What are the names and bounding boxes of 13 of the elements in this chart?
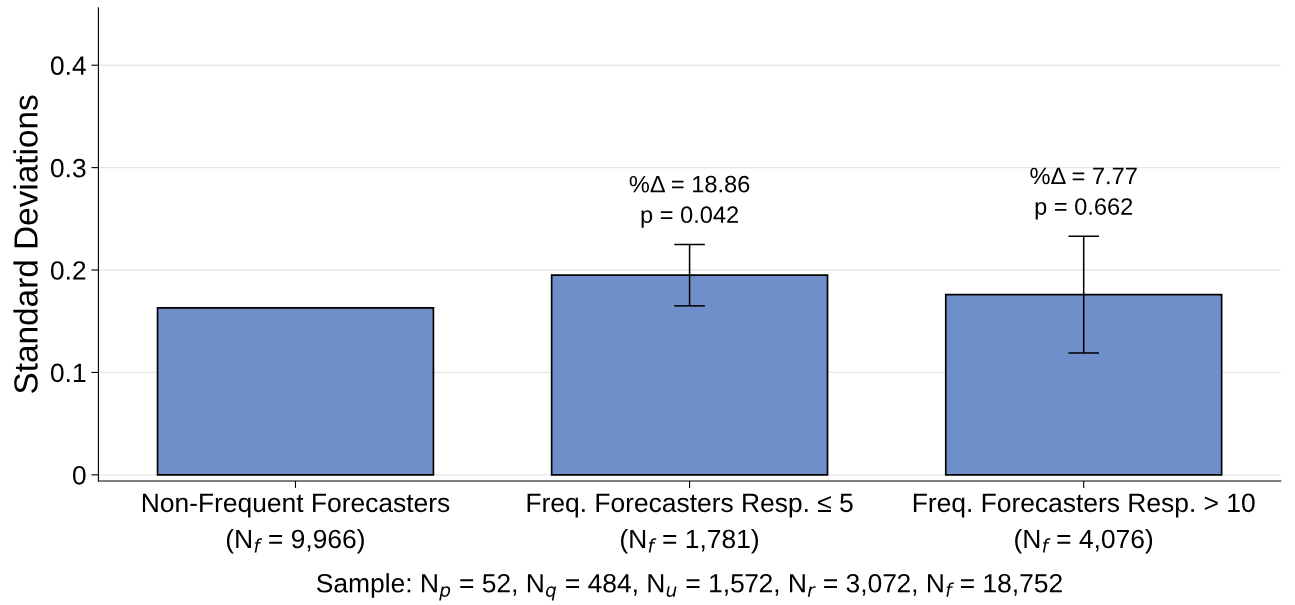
bar	[156, 307, 435, 476]
x-tick-label: Freq. Forecasters Resp. > 10 (N$_{f}$ = 4,076)	[913, 493, 1255, 554]
annotation: %Δ = 7.77 p = 0.662	[1030, 167, 1137, 220]
y-tick-label: 0.4	[50, 56, 86, 76]
y-axis-title: Standard Deviations	[13, 95, 38, 393]
y-tick-label: 0.2	[50, 261, 86, 280]
text: Sample: N$_{p}$ = 52, N$_{q}$ = 484, N$_{u}$ = 1,572, N$_{r}$ = 3,072, N$_{f}$ = 18,752	[316, 573, 1062, 601]
y-tick-label: 0	[72, 465, 86, 485]
y-tick-label: 0.1	[50, 363, 86, 383]
x-tick-label: Non-Frequent Forecasters (N$_{f}$ = 9,966)	[142, 493, 450, 554]
annotation: %Δ = 18.86 p = 0.042	[629, 175, 750, 228]
y-tick-label: 0.3	[50, 158, 86, 178]
x-tick-label: Freq. Forecasters Resp. ≤ 5 (N$_{f}$ = 1,781)	[527, 493, 853, 554]
